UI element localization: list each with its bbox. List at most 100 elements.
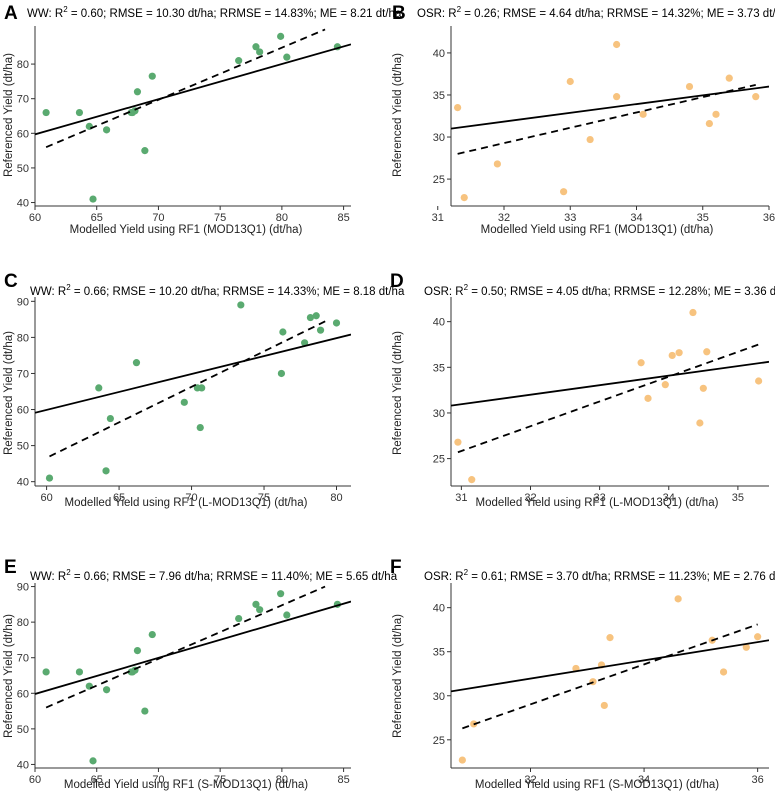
panel-b: B OSR: R2 = 0.26; RMSE = 4.64 dt/ha; RRM… xyxy=(392,3,775,236)
data-point-f xyxy=(719,668,728,676)
panel-letter-d: D xyxy=(390,271,404,292)
data-point-d xyxy=(644,394,652,402)
data-point-b xyxy=(560,188,568,196)
lines-e xyxy=(35,585,351,709)
data-point-e xyxy=(283,611,291,619)
data-point-c xyxy=(95,384,103,392)
stats-sup-f: 2 xyxy=(464,568,469,577)
data-point-d xyxy=(675,349,683,357)
plot-f: 32 34 36 25 30 35 40 xyxy=(433,583,769,786)
data-point-c xyxy=(316,326,325,334)
x-axis-title-e: Modelled Yield using RF1 (S-MOD13Q1) (dt… xyxy=(64,779,308,791)
x-tick-label-d: 34 xyxy=(663,492,675,504)
data-point-c xyxy=(102,467,110,475)
x-tick-label-b: 31 xyxy=(432,212,444,224)
x-tick-label-d: 31 xyxy=(455,492,467,504)
data-point-a xyxy=(141,147,149,155)
y-axis-title-f: Referenced Yield (dt/ha) xyxy=(392,614,404,738)
data-point-b xyxy=(752,93,760,101)
y-tick-label-b: 30 xyxy=(433,132,445,144)
dashed-fit-line-b xyxy=(457,84,756,155)
data-point-a xyxy=(102,126,111,134)
points-d xyxy=(454,308,763,484)
panel-d: D OSR: R2 = 0.50; RMSE = 4.05 dt/ha; RRM… xyxy=(390,271,775,509)
data-point-d xyxy=(703,348,711,356)
plot-d: 31 32 33 34 35 25 30 35 40 xyxy=(433,297,769,504)
x-tick-label-f: 32 xyxy=(524,774,536,786)
y-tick-label-d: 25 xyxy=(433,454,445,466)
regression-line-f xyxy=(451,639,769,693)
stats-line-d: OSR: R2 = 0.50; RMSE = 4.05 dt/ha; RRMSE… xyxy=(424,283,775,298)
lines-a xyxy=(35,28,351,148)
y-tick-label-a: 80 xyxy=(17,59,29,71)
stats-prefix-e: WW: R xyxy=(30,571,66,583)
data-point-a xyxy=(42,108,50,117)
x-tick-label-e: 75 xyxy=(214,774,226,786)
x-axis-title-f: Modelled Yield using RF1 (S-MOD13Q1) (dt… xyxy=(475,779,719,791)
data-point-d xyxy=(755,377,763,385)
stats-rest-a: = 0.60; RMSE = 10.30 dt/ha; RRMSE = 14.8… xyxy=(68,8,402,20)
stats-prefix-f: OSR: R xyxy=(424,571,464,583)
stats-sup-e: 2 xyxy=(66,568,71,577)
stats-rest-f: = 0.61; RMSE = 3.70 dt/ha; RRMSE = 11.23… xyxy=(468,571,775,583)
data-point-a xyxy=(133,88,142,96)
x-tick-label-c: 60 xyxy=(40,492,52,504)
y-tick-label-f: 30 xyxy=(433,691,445,703)
y-tick-label-b: 25 xyxy=(433,174,445,186)
regression-line-a xyxy=(35,43,351,136)
data-point-a xyxy=(256,48,264,56)
x-tick-label-b: 36 xyxy=(763,212,775,224)
data-point-d xyxy=(668,351,676,360)
data-point-a xyxy=(283,53,291,61)
stats-prefix-a: WW: R xyxy=(27,8,63,20)
data-point-c xyxy=(237,301,245,309)
x-tick-label-f: 36 xyxy=(752,774,764,786)
data-point-c xyxy=(332,319,341,327)
x-axis-title-b: Modelled Yield using RF1 (MOD13Q1) (dt/h… xyxy=(481,224,714,236)
y-tick-label-f: 35 xyxy=(433,647,445,659)
panel-letter-a: A xyxy=(4,3,18,24)
stats-rest-b: = 0.26; RMSE = 4.64 dt/ha; RRMSE = 14.32… xyxy=(461,8,775,20)
plot-c: 60 65 70 75 80 40 50 60 70 80 90 xyxy=(17,296,351,504)
x-axis-title-a: Modelled Yield using RF1 (MOD13Q1) (dt/h… xyxy=(70,224,303,236)
y-axis-title-b: Referenced Yield (dt/ha) xyxy=(392,53,404,177)
y-tick-label-e: 50 xyxy=(17,724,29,736)
y-tick-label-e: 60 xyxy=(17,688,29,700)
y-tick-label-f: 40 xyxy=(433,603,445,615)
data-point-d xyxy=(637,359,645,367)
data-point-c xyxy=(301,339,309,347)
data-point-a xyxy=(148,72,156,80)
data-point-c xyxy=(198,384,206,392)
y-tick-label-b: 35 xyxy=(433,90,445,102)
y-tick-label-c: 60 xyxy=(17,405,29,417)
data-point-a xyxy=(235,57,243,65)
x-tick-label-c: 70 xyxy=(185,492,197,504)
data-point-b xyxy=(460,193,468,202)
data-point-d xyxy=(696,419,704,427)
panel-letter-b: B xyxy=(392,3,406,24)
panel-letter-e: E xyxy=(4,557,17,578)
x-tick-label-c: 75 xyxy=(258,492,270,504)
y-tick-label-e: 40 xyxy=(17,759,29,771)
x-axis-title-d: Modelled Yield using RF1 (L-MOD13Q1) (dt… xyxy=(476,497,719,509)
x-tick-label-c: 65 xyxy=(113,492,125,504)
panel-c: C WW: R2 = 0.66; RMSE = 10.20 dt/ha; RRM… xyxy=(3,271,405,509)
stats-prefix-d: OSR: R xyxy=(424,286,464,298)
y-tick-label-e: 90 xyxy=(17,582,29,594)
data-point-e xyxy=(75,668,84,676)
x-tick-label-c: 80 xyxy=(330,492,342,504)
x-tick-label-a: 80 xyxy=(276,212,288,224)
x-tick-label-a: 60 xyxy=(29,212,41,224)
y-tick-label-e: 80 xyxy=(17,617,29,629)
dashed-fit-line-d xyxy=(457,343,759,454)
data-point-a xyxy=(75,108,84,117)
y-tick-label-a: 50 xyxy=(17,163,29,175)
x-tick-label-e: 80 xyxy=(276,774,288,786)
data-point-c xyxy=(277,369,286,378)
data-point-c xyxy=(106,414,114,423)
y-tick-label-c: 80 xyxy=(17,332,29,344)
data-point-f xyxy=(742,643,750,651)
panel-f: F OSR: R2 = 0.61; RMSE = 3.70 dt/ha; RRM… xyxy=(390,557,775,791)
data-point-d xyxy=(661,381,669,389)
data-point-c xyxy=(279,328,287,336)
